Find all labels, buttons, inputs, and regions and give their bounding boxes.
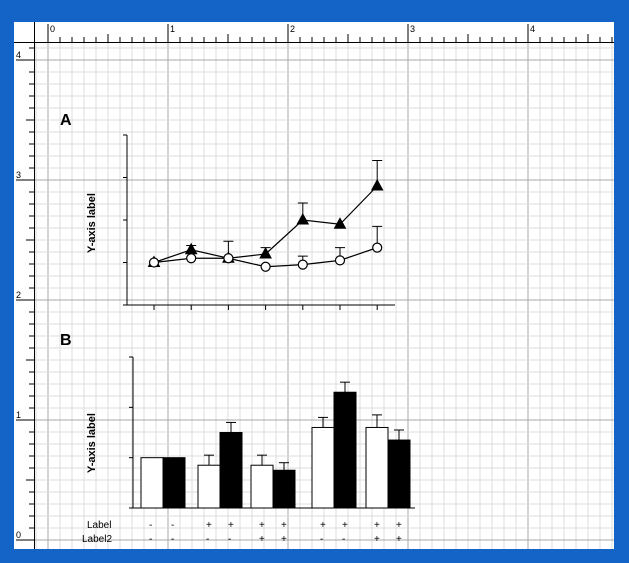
bar-filled [387, 439, 411, 509]
data-point-triangle [259, 246, 272, 259]
condition-mark: - [149, 520, 152, 531]
data-point-circle [334, 255, 346, 266]
condition-mark: + [374, 534, 380, 545]
bar-open [197, 464, 221, 509]
condition-mark: + [281, 520, 287, 531]
ruler-corner [14, 22, 35, 43]
ruler-label-left: 4 [16, 50, 21, 60]
data-point-triangle [333, 217, 347, 229]
ruler-label-top: 3 [410, 24, 415, 34]
chart-a-marks [123, 134, 395, 310]
bar-filled [272, 469, 296, 509]
condition-row-label-2: Label2 [82, 534, 112, 545]
bar-filled [333, 391, 357, 509]
ruler-label-top: 2 [290, 24, 295, 34]
condition-mark: + [281, 534, 287, 545]
ruler-label-top: 4 [530, 24, 535, 34]
bar-open [365, 426, 389, 509]
condition-mark: + [396, 520, 402, 531]
document-workspace[interactable]: 0 1 2 3 4 4 3 2 1 0 A Y-axis label B Y-axis labe… [14, 22, 614, 549]
y-axis-label-b: Y-axis label [86, 413, 98, 473]
bar-filled [219, 432, 243, 509]
ruler-label-top: 0 [50, 24, 55, 34]
ruler-label-left: 2 [16, 290, 21, 300]
data-point-circle [148, 257, 160, 268]
data-point-circle [372, 242, 383, 253]
drawing-canvas[interactable]: A Y-axis label B Y-axis label Label Labe… [35, 43, 614, 549]
ruler-label-top: 1 [170, 24, 175, 34]
chart-panel-a[interactable]: A Y-axis label [60, 112, 395, 310]
data-point-circle [297, 259, 308, 270]
bar-filled [162, 457, 186, 509]
condition-row-label-1: Label [87, 520, 111, 531]
vertical-ruler[interactable]: 4 3 2 1 0 [14, 42, 35, 549]
condition-mark: - [320, 534, 323, 545]
panel-label-a: A [60, 112, 72, 129]
ruler-label-left: 0 [16, 530, 21, 540]
condition-mark: + [206, 520, 212, 531]
bar-open [140, 457, 164, 509]
condition-mark: - [342, 534, 345, 545]
ruler-label-left: 3 [16, 170, 21, 180]
data-point-triangle [370, 178, 384, 191]
chart-b-marks [129, 356, 415, 509]
bar-open [250, 464, 274, 509]
condition-mark: + [396, 534, 402, 545]
bar-open [311, 426, 335, 509]
data-point-circle [223, 253, 234, 264]
condition-mark: + [259, 520, 265, 531]
panel-label-b: B [60, 332, 72, 349]
chart-panel-b[interactable]: B Y-axis label Label Label2 - - + + + + + + + +- -… [60, 332, 415, 545]
data-point-circle [260, 261, 271, 272]
data-point-circle [186, 253, 197, 264]
condition-mark: - [171, 520, 174, 531]
condition-mark: - [171, 534, 174, 545]
horizontal-ruler[interactable]: 0 1 2 3 4 [14, 22, 614, 43]
condition-mark: - [149, 534, 152, 545]
condition-mark: - [228, 534, 231, 545]
data-point-triangle [296, 212, 310, 225]
condition-mark: + [259, 534, 265, 545]
condition-mark: + [320, 520, 326, 531]
condition-mark: + [342, 520, 348, 531]
condition-table: - - + + + + + + + + - - - - + + - - + + [149, 520, 402, 545]
condition-mark: - [206, 534, 209, 545]
ruler-label-left: 1 [16, 410, 21, 420]
condition-mark: + [228, 520, 234, 531]
condition-mark: + [374, 520, 380, 531]
y-axis-label-a: Y-axis label [86, 193, 98, 253]
